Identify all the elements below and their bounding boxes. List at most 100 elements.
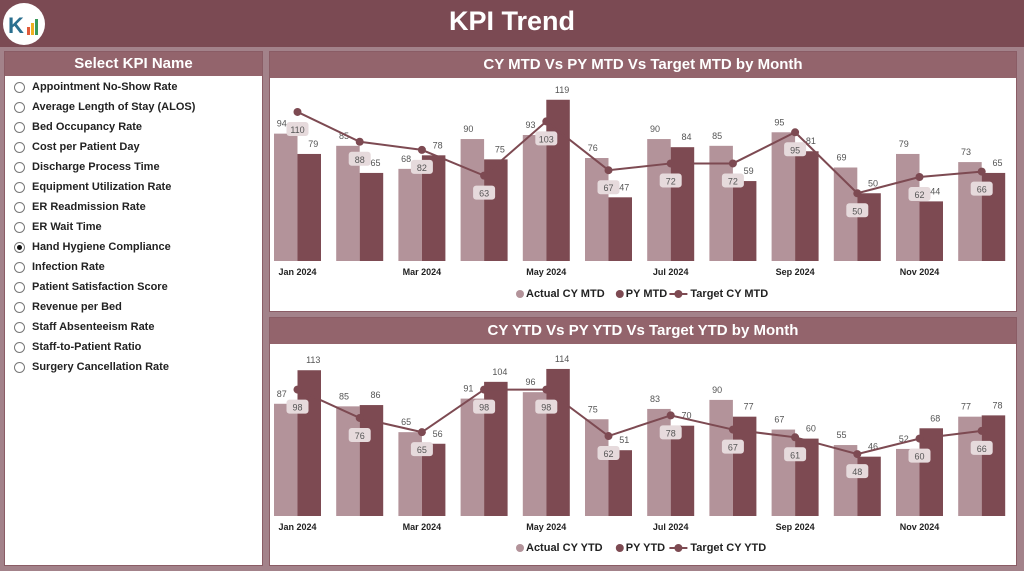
radio-icon[interactable] [14,341,25,353]
actual-data-label: 93 [526,120,536,130]
legend-target-marker [674,290,683,298]
py-data-label: 70 [681,411,691,421]
mtd-chart-title: CY MTD Vs PY MTD Vs Target MTD by Month [270,52,1016,78]
radio-icon[interactable] [14,361,25,373]
legend-py-marker [615,544,624,552]
target-data-label: 95 [790,145,800,155]
radio-icon[interactable] [14,81,25,93]
py-data-label: 114 [555,354,569,364]
company-logo: K [3,3,45,45]
radio-icon[interactable] [14,121,25,133]
kpi-option[interactable]: Average Length of Stay (ALOS) [5,97,262,117]
kpi-option[interactable]: Revenue per Bed [5,297,262,317]
target-point [417,145,426,154]
actual-data-label: 90 [463,124,473,134]
legend-target-marker [674,544,683,552]
target-point [728,159,737,168]
target-label-box [970,181,993,196]
svg-text:K: K [8,13,24,38]
actual-data-label: 83 [650,394,660,404]
radio-icon[interactable] [14,181,25,193]
actual-bar [522,134,547,261]
radio-icon[interactable] [14,101,25,113]
kpi-option[interactable]: Equipment Utilization Rate [5,177,262,197]
kpi-option[interactable]: Surgery Cancellation Rate [5,357,262,377]
actual-bar [647,408,671,516]
actual-data-label: 96 [526,377,536,387]
target-point [853,189,862,198]
radio-icon[interactable] [14,201,25,213]
radio-icon[interactable] [14,221,25,233]
radio-icon[interactable] [14,141,25,153]
page-title: KPI Trend [448,6,576,36]
ytd-chart: 87 85 65 91 96 75 83 90 67 55 52 77 113 86 56 104 114 51 7… [274,354,1006,554]
target-data-label: 82 [417,163,427,173]
target-data-label: 65 [417,445,427,455]
actual-data-label: 67 [774,415,784,425]
actual-bar [585,419,609,516]
target-point [666,411,675,420]
kpi-option[interactable]: Staff-to-Patient Ratio [5,337,262,357]
actual-data-label: 85 [712,131,722,141]
actual-bar [585,158,609,261]
py-bar [608,197,632,261]
kpi-option[interactable]: Cost per Patient Day [5,137,262,157]
radio-icon[interactable] [14,261,25,273]
target-point [355,413,364,422]
x-tick-label: Sep 2024 [776,267,815,277]
radio-icon[interactable] [14,301,25,313]
target-label-box [846,203,869,218]
py-data-label: 86 [370,390,380,400]
actual-bar [771,429,796,516]
radio-icon[interactable] [14,161,25,173]
actual-data-label: 52 [899,434,909,444]
target-label-box [659,173,682,188]
target-data-label: 62 [914,190,924,200]
target-data-label: 72 [728,176,738,186]
target-label-box [410,442,433,457]
target-label-box [535,131,558,146]
actual-bar [896,448,920,516]
target-point [915,172,924,181]
actual-data-label: 90 [712,385,722,395]
py-bar [981,415,1006,516]
target-point [728,425,737,434]
kpi-option-label: Surgery Cancellation Rate [32,361,169,373]
kpi-option[interactable]: Staff Absenteeism Rate [5,317,262,337]
target-label-box [597,446,620,461]
radio-icon[interactable] [14,241,25,253]
target-point [542,117,551,126]
target-data-label: 50 [852,206,862,216]
kpi-option[interactable]: ER Wait Time [5,217,262,237]
header-bar: K KPI Trend [0,0,1024,47]
actual-data-label: 73 [961,147,971,157]
py-data-label: 59 [744,166,754,176]
target-point [915,434,924,443]
kpi-option[interactable]: Bed Occupancy Rate [5,117,262,137]
target-data-label: 66 [977,444,987,454]
actual-bar [647,139,671,261]
target-point [542,385,551,394]
py-data-label: 56 [433,429,443,439]
kpi-option[interactable]: Patient Satisfaction Score [5,277,262,297]
radio-icon[interactable] [14,281,25,293]
target-data-label: 67 [728,443,738,453]
actual-data-label: 94 [277,119,287,129]
target-data-label: 61 [790,450,800,460]
legend-py-marker [615,290,624,298]
kpi-option[interactable]: Discharge Process Time [5,157,262,177]
target-data-label: 66 [977,185,987,195]
kpi-option[interactable]: Hand Hygiene Compliance [5,237,262,257]
kpi-option-label: Staff Absenteeism Rate [32,321,155,333]
radio-icon[interactable] [14,321,25,333]
py-data-label: 113 [306,355,320,365]
target-label-box [535,399,558,414]
x-tick-label: May 2024 [526,522,566,532]
kpi-option[interactable]: Appointment No-Show Rate [5,77,262,97]
target-label-box [473,185,496,200]
kpi-option[interactable]: ER Readmission Rate [5,197,262,217]
actual-data-label: 68 [401,154,411,164]
py-data-label: 81 [806,136,816,146]
actual-bar [274,133,298,261]
kpi-option[interactable]: Infection Rate [5,257,262,277]
